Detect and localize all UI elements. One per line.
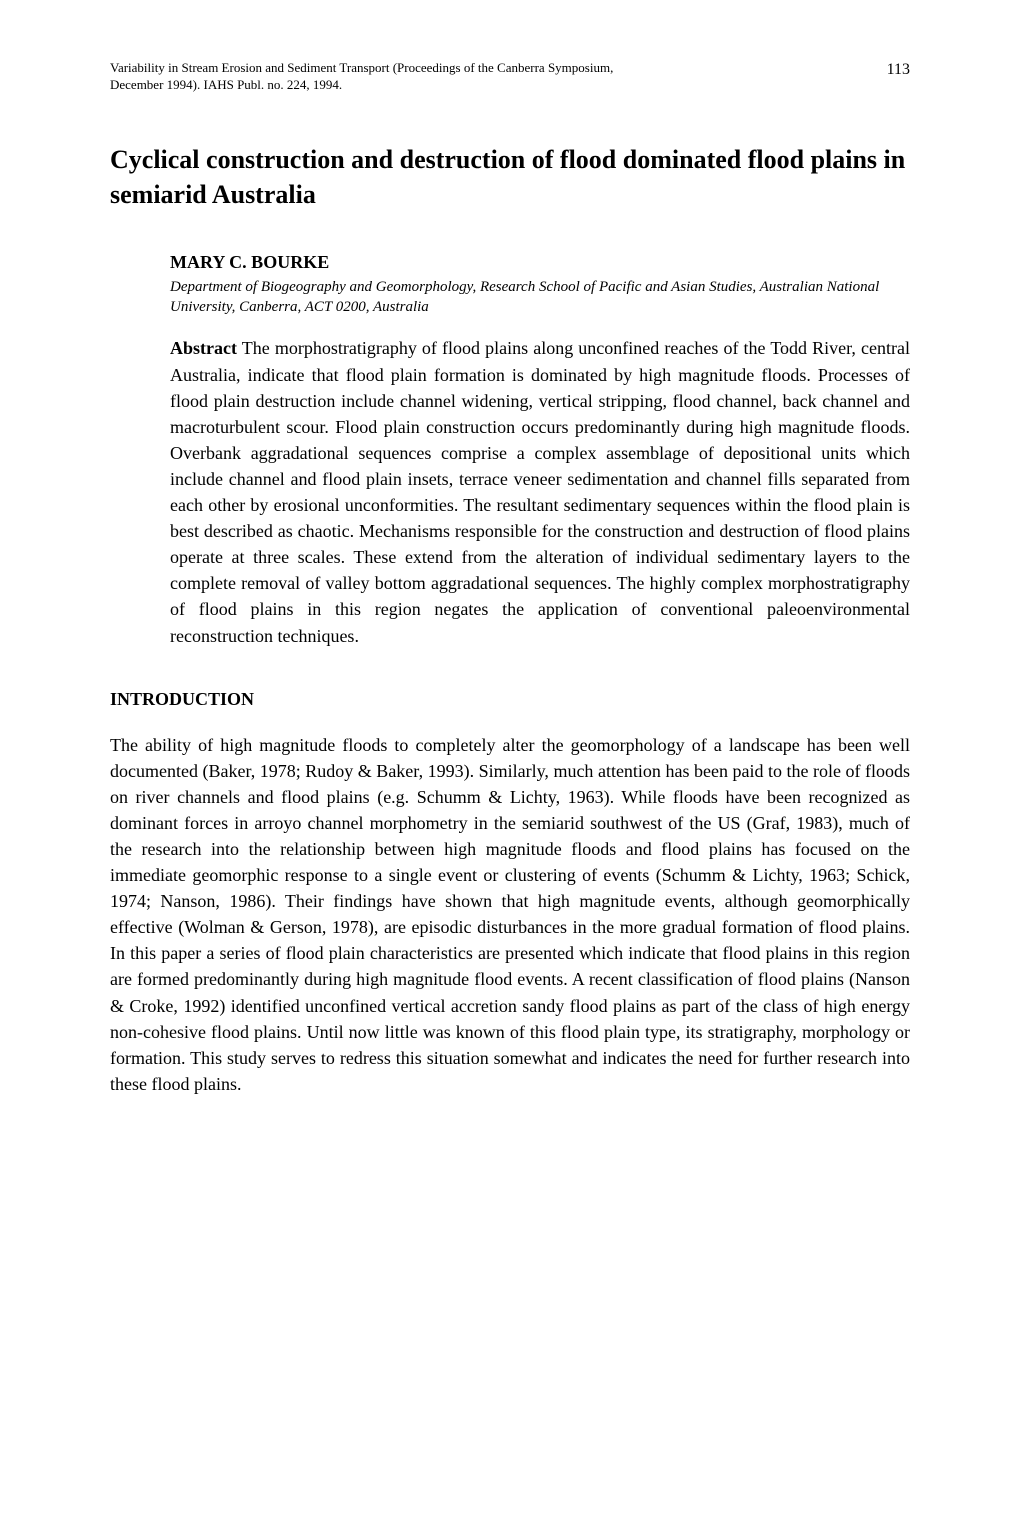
author-block: MARY C. BOURKE Department of Biogeograph… xyxy=(170,252,910,318)
author-affiliation: Department of Biogeography and Geomorpho… xyxy=(170,277,910,318)
citation: Variability in Stream Erosion and Sedime… xyxy=(110,60,887,94)
section-heading-introduction: INTRODUCTION xyxy=(110,689,910,710)
citation-line2: December 1994). IAHS Publ. no. 224, 1994… xyxy=(110,77,342,92)
introduction-body: The ability of high magnitude floods to … xyxy=(110,732,910,1097)
page-number: 113 xyxy=(887,60,910,81)
abstract-text: Abstract The morphostratigraphy of flood… xyxy=(170,335,910,648)
running-header: Variability in Stream Erosion and Sedime… xyxy=(110,60,910,94)
abstract-label: Abstract xyxy=(170,338,237,358)
author-name: MARY C. BOURKE xyxy=(170,252,910,273)
abstract-body: The morphostratigraphy of flood plains a… xyxy=(170,338,910,645)
abstract-block: Abstract The morphostratigraphy of flood… xyxy=(170,335,910,648)
paper-title: Cyclical construction and destruction of… xyxy=(110,142,910,212)
citation-line1: Variability in Stream Erosion and Sedime… xyxy=(110,60,613,75)
